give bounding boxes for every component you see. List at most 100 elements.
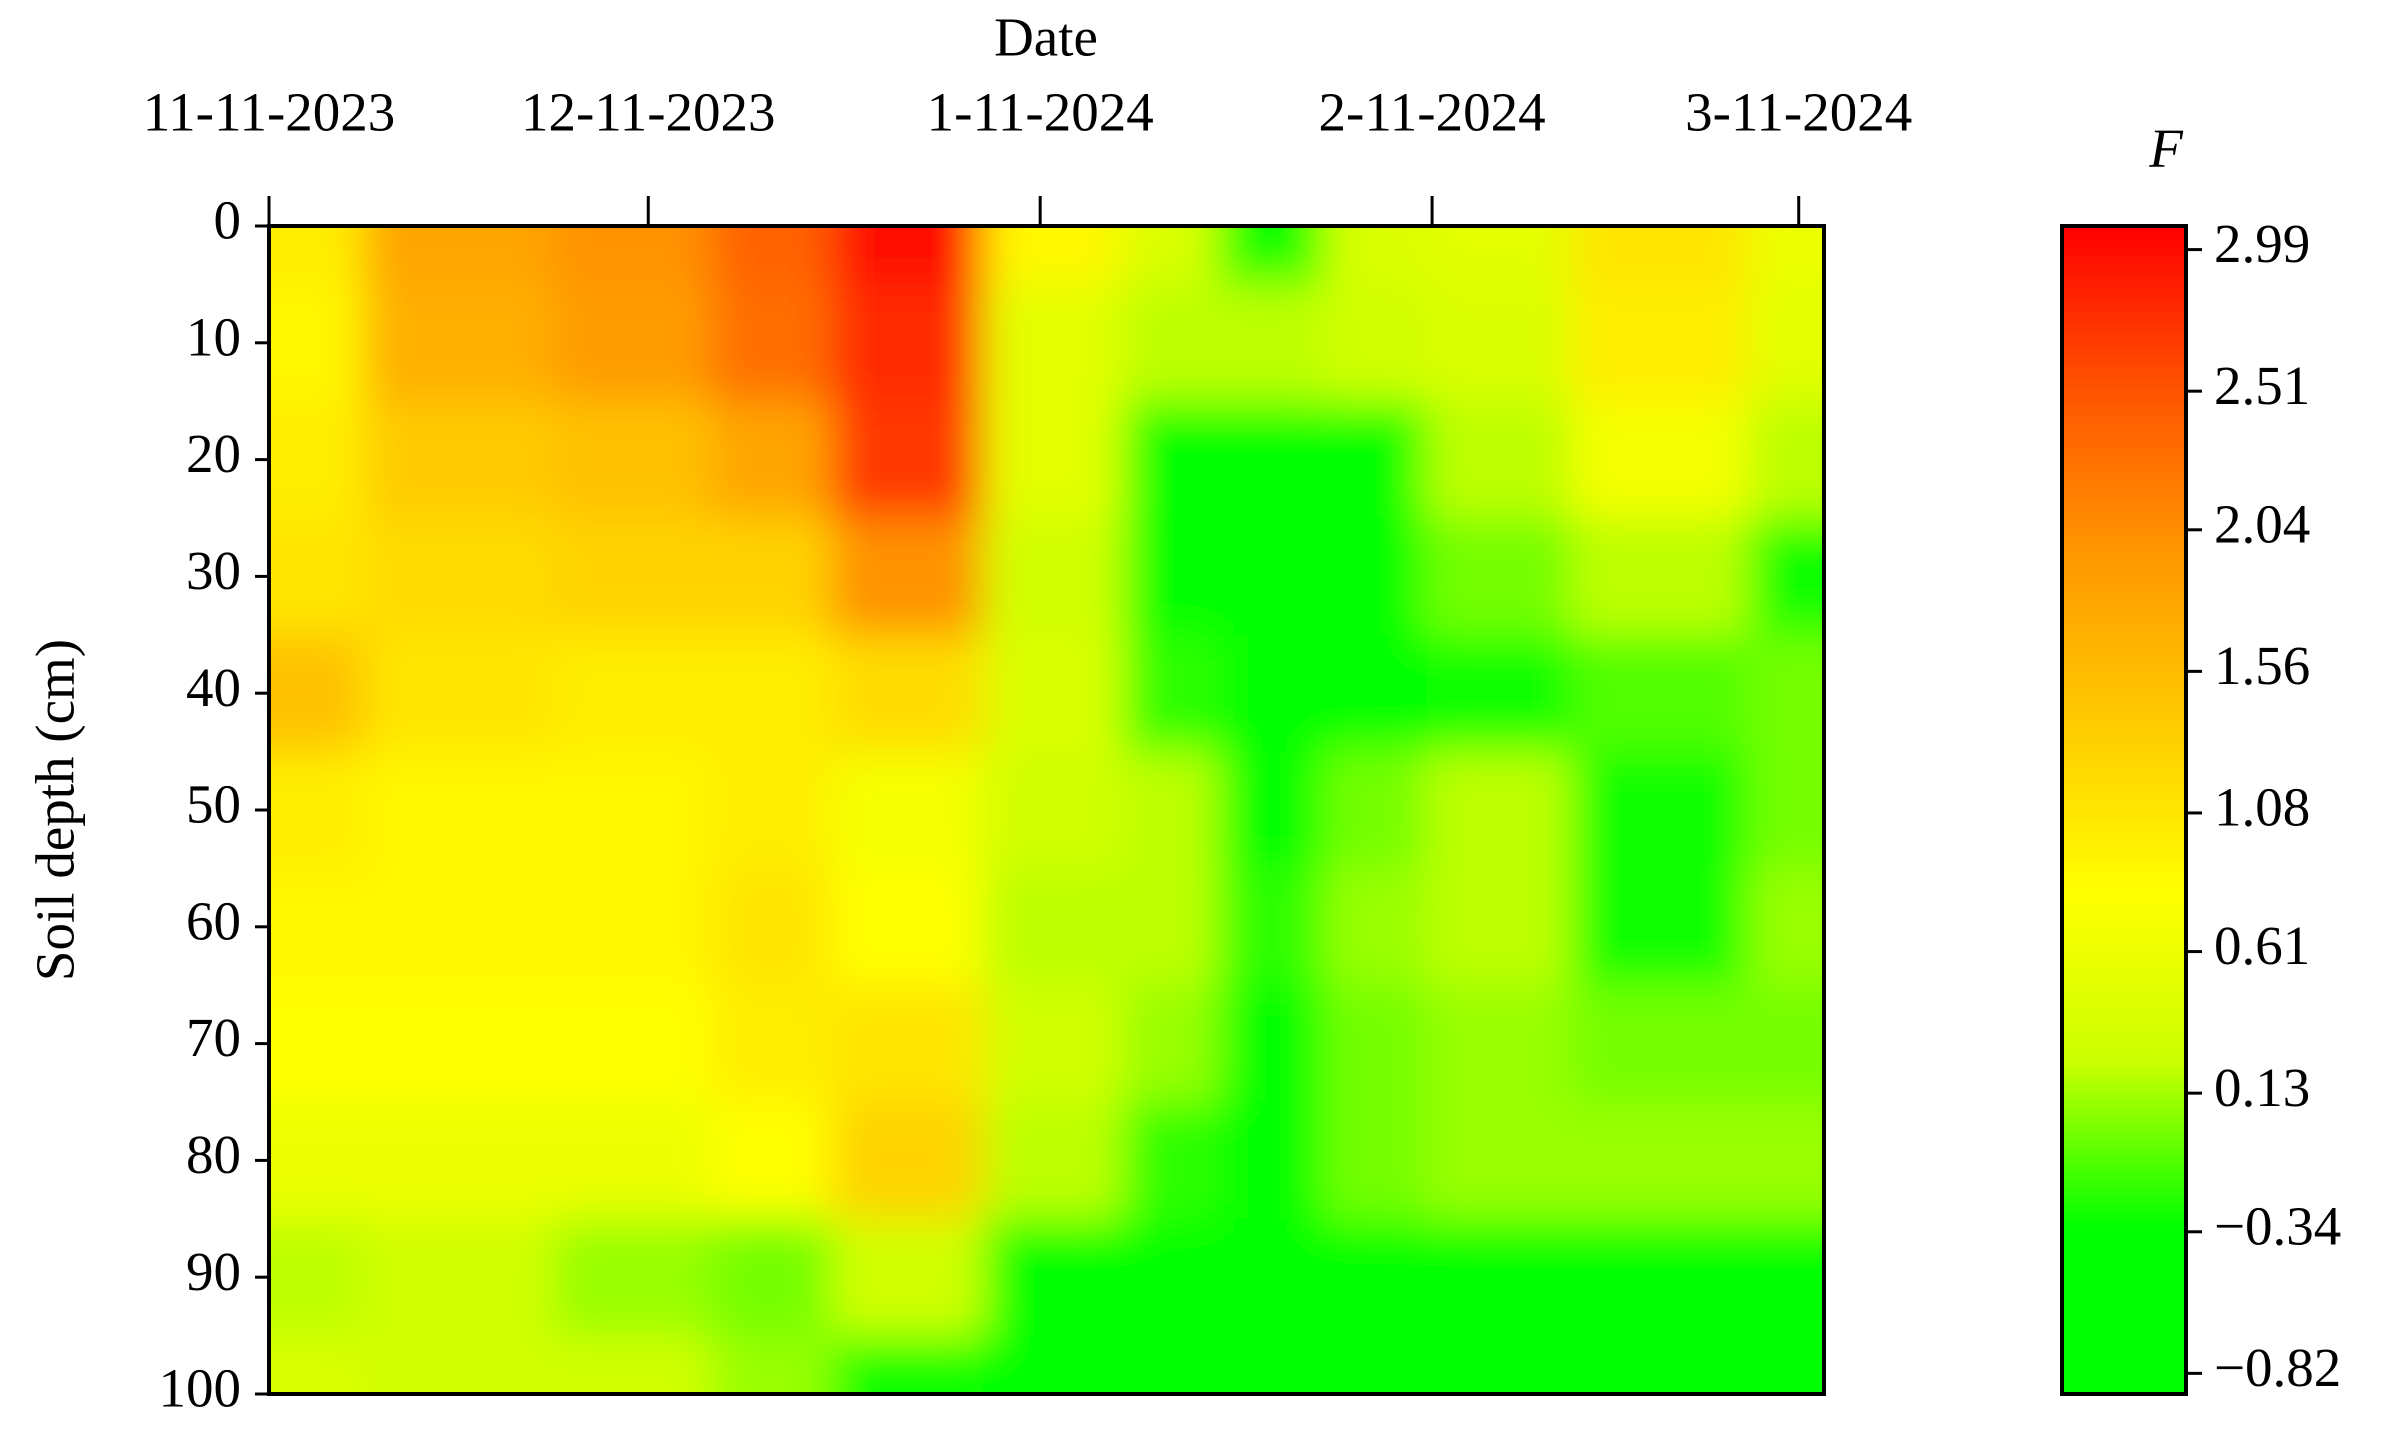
contour-cell bbox=[553, 226, 713, 286]
plot-area bbox=[269, 226, 1824, 1394]
contour-cell bbox=[711, 1102, 833, 1220]
contour-cell bbox=[1748, 868, 1824, 987]
contour-cell bbox=[983, 284, 1124, 403]
contour-cell bbox=[1571, 518, 1750, 636]
y-tick-label: 20 bbox=[186, 423, 241, 484]
contour-cell bbox=[1324, 284, 1427, 403]
contour-cell bbox=[831, 1102, 985, 1220]
contour-cell bbox=[1571, 1335, 1750, 1394]
contour-cell bbox=[363, 1102, 555, 1220]
contour-cell bbox=[1571, 284, 1750, 403]
contour-cell bbox=[711, 868, 833, 987]
contour-cell bbox=[1425, 518, 1573, 636]
x-tick-label: 11-11-2023 bbox=[143, 82, 396, 143]
contour-cell bbox=[1217, 634, 1326, 753]
contour-cell bbox=[1324, 401, 1427, 519]
x-tick-label: 12-11-2023 bbox=[521, 82, 776, 143]
contour-cell bbox=[1571, 634, 1750, 753]
contour-cell bbox=[1122, 634, 1219, 753]
contour-cell bbox=[1217, 518, 1326, 636]
contour-cell bbox=[711, 284, 833, 403]
colorbar-tick-label: −0.34 bbox=[2214, 1195, 2341, 1256]
contour-cell bbox=[1324, 1102, 1427, 1220]
contour-cell bbox=[1425, 985, 1573, 1103]
colorbar bbox=[2060, 224, 2188, 1396]
contour-cell bbox=[831, 985, 985, 1103]
contour-cell bbox=[1425, 868, 1573, 987]
contour-cell bbox=[983, 634, 1124, 753]
contour-cell bbox=[831, 1218, 985, 1337]
contour-cell bbox=[553, 518, 713, 636]
contour-cell bbox=[711, 634, 833, 753]
contour-cell bbox=[983, 518, 1124, 636]
contour-cell bbox=[1217, 226, 1326, 286]
y-tick-label: 30 bbox=[186, 540, 241, 601]
contour-cell bbox=[1571, 226, 1750, 286]
contour-cell bbox=[363, 868, 555, 987]
contour-cell bbox=[553, 634, 713, 753]
contour-cell bbox=[1122, 985, 1219, 1103]
contour-cell bbox=[831, 1335, 985, 1394]
contour-cell bbox=[1748, 226, 1824, 286]
contour-cell bbox=[983, 985, 1124, 1103]
contour-cell bbox=[711, 1218, 833, 1337]
y-tick-label: 10 bbox=[186, 306, 241, 367]
contour-cell bbox=[269, 634, 365, 753]
y-tick-label: 40 bbox=[186, 657, 241, 718]
contour-cell bbox=[553, 1218, 713, 1337]
contour-cell bbox=[363, 284, 555, 403]
contour-cell bbox=[553, 401, 713, 519]
contour-cell bbox=[1122, 226, 1219, 286]
contour-cell bbox=[363, 1218, 555, 1337]
contour-cell bbox=[1217, 401, 1326, 519]
contour-cell bbox=[983, 1335, 1124, 1394]
colorbar-tick-label: 2.51 bbox=[2214, 355, 2310, 416]
contour-cell bbox=[711, 985, 833, 1103]
contour-cell bbox=[269, 1102, 365, 1220]
contour-cell bbox=[831, 634, 985, 753]
contour-cell bbox=[553, 751, 713, 870]
contour-cell bbox=[711, 226, 833, 286]
contour-cell bbox=[269, 751, 365, 870]
contour-cell bbox=[269, 1218, 365, 1337]
y-axis-title: Soil depth (cm) bbox=[25, 639, 86, 981]
contour-cell bbox=[1571, 1102, 1750, 1220]
contour-cell bbox=[983, 226, 1124, 286]
contour-cell bbox=[1122, 751, 1219, 870]
contour-cell bbox=[1748, 1218, 1824, 1337]
contour-cell bbox=[269, 226, 365, 286]
contour-cell bbox=[1748, 1335, 1824, 1394]
contour-cell bbox=[1425, 401, 1573, 519]
x-tick-label: 1-11-2024 bbox=[927, 82, 1154, 143]
contour-cell bbox=[1425, 284, 1573, 403]
colorbar-tick-label: 2.04 bbox=[2214, 493, 2310, 554]
x-tick-label: 2-11-2024 bbox=[1319, 82, 1546, 143]
contour-cell bbox=[1122, 1102, 1219, 1220]
contour-field bbox=[269, 226, 1824, 1394]
colorbar-tick-label: 0.61 bbox=[2214, 915, 2310, 976]
contour-cell bbox=[363, 1335, 555, 1394]
contour-cell bbox=[363, 518, 555, 636]
contour-cell bbox=[1324, 985, 1427, 1103]
contour-cell bbox=[1217, 1335, 1326, 1394]
contour-cell bbox=[831, 226, 985, 286]
y-tick-label: 50 bbox=[186, 774, 241, 835]
contour-cell bbox=[1571, 751, 1750, 870]
contour-cell bbox=[831, 868, 985, 987]
contour-cell bbox=[1217, 1102, 1326, 1220]
contour-cell bbox=[1425, 1335, 1573, 1394]
contour-cell bbox=[1425, 751, 1573, 870]
contour-cell bbox=[1324, 751, 1427, 870]
contour-cell bbox=[269, 985, 365, 1103]
contour-cell bbox=[1748, 985, 1824, 1103]
contour-cell bbox=[553, 284, 713, 403]
contour-cell bbox=[1425, 1102, 1573, 1220]
contour-cell bbox=[1748, 634, 1824, 753]
contour-cell bbox=[711, 1335, 833, 1394]
y-tick-label: 70 bbox=[186, 1007, 241, 1068]
contour-cell bbox=[1571, 985, 1750, 1103]
contour-cell bbox=[1425, 226, 1573, 286]
y-tick-label: 80 bbox=[186, 1124, 241, 1185]
contour-cell bbox=[1324, 1218, 1427, 1337]
